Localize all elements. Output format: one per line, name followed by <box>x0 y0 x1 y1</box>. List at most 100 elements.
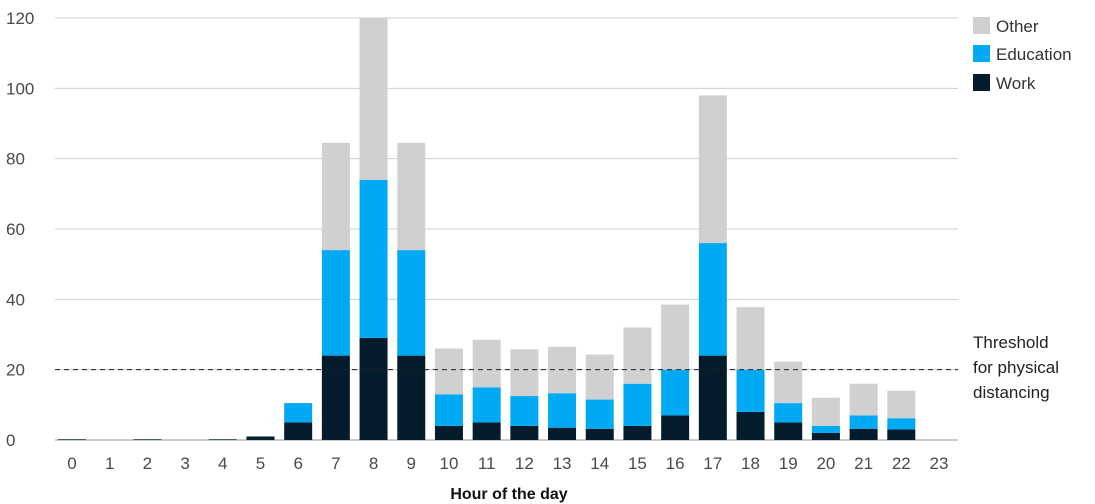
bar-other-hour-12 <box>510 349 539 397</box>
legend: Other Education Work <box>973 17 1072 93</box>
x-tick-label: 20 <box>816 454 835 473</box>
bar-work-hour-2 <box>133 439 162 440</box>
legend-item-other: Other <box>973 17 1039 36</box>
y-tick-label: 0 <box>6 431 15 450</box>
bar-other-hour-9 <box>397 142 426 251</box>
bar-work-hour-19 <box>774 422 803 440</box>
bar-other-hour-8 <box>359 18 388 180</box>
bar-other-hour-16 <box>661 304 690 370</box>
x-tick-label: 18 <box>741 454 760 473</box>
bar-other-hour-21 <box>849 383 878 416</box>
bar-education-hour-19 <box>774 403 803 423</box>
bar-work-hour-12 <box>510 425 539 440</box>
y-tick-label: 20 <box>6 361 25 380</box>
x-tick-label: 2 <box>143 454 152 473</box>
y-tick-label: 100 <box>6 79 34 98</box>
x-tick-label: 5 <box>256 454 265 473</box>
x-tick-label: 13 <box>553 454 572 473</box>
bar-education-hour-20 <box>811 425 840 433</box>
bar-work-hour-4 <box>208 439 237 440</box>
bar-other-hour-15 <box>623 327 652 384</box>
bar-education-hour-21 <box>849 415 878 429</box>
bar-education-hour-6 <box>284 403 313 423</box>
x-tick-label: 1 <box>105 454 114 473</box>
bar-work-hour-7 <box>321 355 350 440</box>
legend-swatch-education <box>973 45 990 62</box>
x-tick-label: 12 <box>515 454 534 473</box>
x-tick-label: 16 <box>666 454 685 473</box>
bar-education-hour-14 <box>585 399 614 429</box>
x-tick-label: 0 <box>67 454 76 473</box>
bar-work-hour-9 <box>397 355 426 440</box>
bar-work-hour-5 <box>246 436 275 440</box>
bar-education-hour-12 <box>510 396 539 426</box>
bar-other-hour-14 <box>585 354 614 400</box>
bar-work-hour-17 <box>698 355 727 440</box>
bar-work-hour-15 <box>623 425 652 440</box>
bar-work-hour-11 <box>472 422 501 440</box>
legend-item-education: Education <box>973 45 1072 64</box>
bar-education-hour-16 <box>661 369 690 416</box>
bar-work-hour-20 <box>811 432 840 440</box>
bar-education-hour-15 <box>623 383 652 426</box>
bar-work-hour-14 <box>585 428 614 440</box>
y-tick-label: 80 <box>6 150 25 169</box>
x-tick-label: 10 <box>439 454 458 473</box>
bars <box>58 18 916 440</box>
bar-work-hour-21 <box>849 428 878 440</box>
legend-item-work: Work <box>973 74 1036 93</box>
bar-other-hour-7 <box>321 142 350 251</box>
threshold-annotation: Threshold for physical distancing <box>973 333 1059 402</box>
bar-education-hour-22 <box>887 418 916 430</box>
y-tick-label: 120 <box>6 9 34 28</box>
bar-work-hour-8 <box>359 338 388 440</box>
bar-education-hour-8 <box>359 179 388 339</box>
legend-label-other: Other <box>996 17 1039 36</box>
bar-other-hour-17 <box>698 95 727 244</box>
y-tick-label: 40 <box>6 290 25 309</box>
x-tick-label: 3 <box>180 454 189 473</box>
bar-other-hour-10 <box>434 348 463 395</box>
bar-work-hour-18 <box>736 411 765 440</box>
bar-other-hour-22 <box>887 390 916 419</box>
bar-work-hour-16 <box>661 415 690 440</box>
bar-education-hour-7 <box>321 250 350 356</box>
y-axis-ticks: 0 20 40 60 80 100 120 <box>6 9 34 450</box>
x-axis-ticks: 0 1 2 3 4 5 6 7 8 9 10 11 12 13 14 15 16 17 18 19 20 21 22 23 <box>67 454 948 473</box>
x-tick-label: 11 <box>478 454 496 473</box>
x-tick-label: 15 <box>628 454 647 473</box>
bar-work-hour-10 <box>434 425 463 440</box>
threshold-label-line-2: for physical <box>973 358 1059 377</box>
x-tick-label: 19 <box>779 454 798 473</box>
legend-swatch-work <box>973 74 990 91</box>
bar-work-hour-0 <box>58 439 86 440</box>
x-tick-label: 4 <box>218 454 227 473</box>
x-tick-label: 17 <box>703 454 722 473</box>
bar-education-hour-13 <box>548 393 577 428</box>
bar-education-hour-18 <box>736 369 765 412</box>
bar-other-hour-18 <box>736 307 765 370</box>
x-tick-label: 6 <box>293 454 302 473</box>
bar-education-hour-17 <box>698 243 727 356</box>
gridlines <box>55 17 958 441</box>
bar-other-hour-19 <box>774 361 803 404</box>
legend-label-education: Education <box>996 45 1072 64</box>
x-tick-label: 8 <box>369 454 378 473</box>
x-tick-label: 22 <box>892 454 911 473</box>
threshold-label-line-3: distancing <box>973 383 1050 402</box>
bar-other-hour-11 <box>472 339 501 388</box>
bar-other-hour-20 <box>811 397 840 426</box>
x-axis-title: Hour of the day <box>450 486 567 503</box>
x-tick-label: 21 <box>854 454 873 473</box>
threshold-label-line-1: Threshold <box>973 333 1049 352</box>
bar-work-hour-13 <box>548 427 577 440</box>
x-tick-label: 14 <box>590 454 609 473</box>
y-tick-label: 60 <box>6 220 25 239</box>
bar-education-hour-10 <box>434 394 463 426</box>
legend-swatch-other <box>973 17 990 34</box>
x-tick-label: 9 <box>407 454 416 473</box>
bar-education-hour-11 <box>472 387 501 423</box>
x-tick-label: 23 <box>930 454 949 473</box>
x-tick-label: 7 <box>331 454 340 473</box>
